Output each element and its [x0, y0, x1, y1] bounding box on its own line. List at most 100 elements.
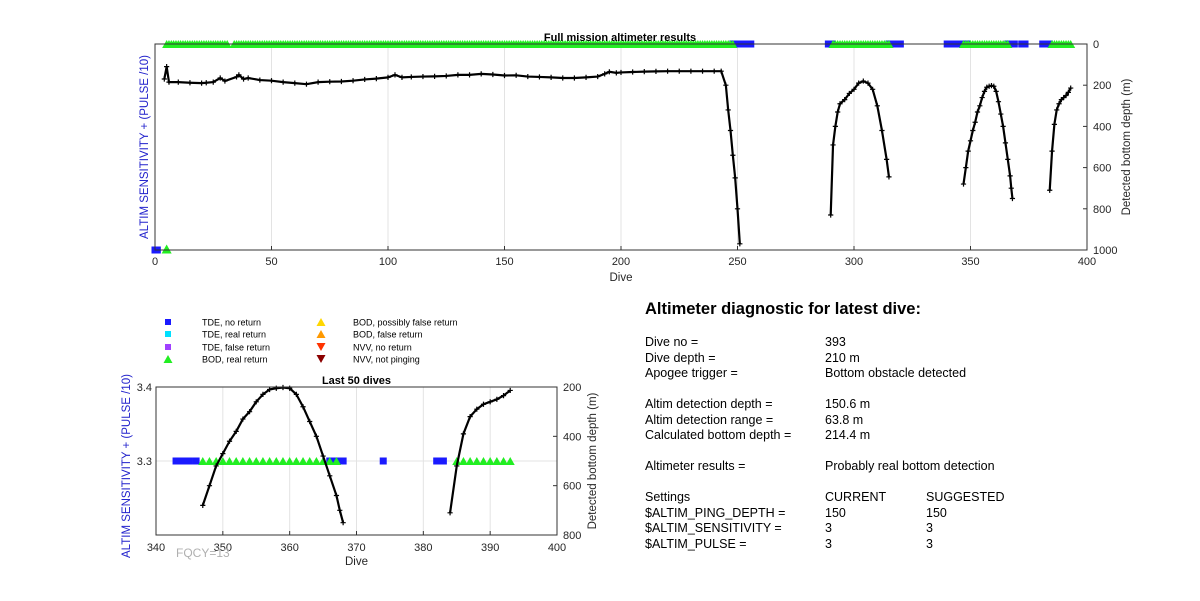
- legend-marker-square: [165, 344, 171, 350]
- y-right-axis-label: Detected bottom depth (m): [587, 392, 599, 529]
- bod-real-return-marker: [305, 456, 315, 466]
- depth-point: [233, 428, 239, 434]
- sensitivity-label: $ALTIM_SENSITIVITY =: [645, 521, 782, 535]
- depth-point: [392, 72, 398, 78]
- depth-point: [723, 82, 729, 88]
- x-tick-label: 370: [347, 542, 365, 554]
- depth-point: [1002, 140, 1009, 146]
- depth-point: [213, 463, 219, 469]
- x-axis-label: Dive: [345, 556, 368, 568]
- ping-depth-row: $ALTIM_PING_DEPTH = 150 150: [645, 506, 1165, 522]
- depth-point: [362, 76, 368, 83]
- apogee-trigger-row: Apogee trigger = Bottom obstacle detecte…: [645, 366, 1165, 382]
- depth-point: [273, 385, 279, 391]
- pulse-suggested: 3: [926, 536, 933, 551]
- depth-point: [963, 165, 969, 171]
- depth-point: [217, 75, 223, 81]
- depth-point: [220, 451, 226, 457]
- altimeter-results-label: Altimeter results =: [645, 459, 746, 473]
- tde-no-return-marker: [339, 457, 347, 465]
- calculated-depth-label: Calculated bottom depth =: [645, 428, 792, 442]
- y-right-tick-label: 200: [563, 382, 581, 394]
- bod-real-return-marker: [271, 456, 281, 466]
- depth-point: [665, 68, 671, 74]
- legend: TDE, no return TDE, real return TDE, false…: [163, 318, 458, 365]
- depth-point: [408, 74, 414, 80]
- bod-real-return-marker: [161, 244, 172, 254]
- depth-point: [460, 431, 467, 437]
- bod-real-return-marker: [465, 456, 475, 466]
- depth-point: [548, 74, 554, 80]
- detection-depth-row: Altim detection depth = 150.6 m: [645, 397, 1165, 413]
- depth-point: [501, 72, 508, 79]
- pulse-current: 3: [825, 536, 832, 551]
- legend-label: BOD, false return: [353, 330, 423, 340]
- depth-point: [292, 80, 298, 86]
- depth-point: [1005, 156, 1011, 162]
- y-right-tick-label: 0: [1093, 39, 1099, 51]
- depth-point: [960, 181, 967, 187]
- depth-point: [991, 83, 997, 89]
- pulse-row: $ALTIM_PULSE = 3 3: [645, 537, 1165, 553]
- full-mission-chart: 0 50 100 150 200 250 300 350 400 0 200 400 600 800 100…: [139, 32, 1133, 284]
- depth-point: [972, 119, 978, 125]
- depth-point: [699, 68, 706, 74]
- bod-real-return-marker: [238, 456, 248, 466]
- depth-point: [268, 78, 275, 84]
- depth-point: [443, 73, 449, 79]
- depth-point: [303, 81, 310, 87]
- depth-point: [676, 68, 682, 74]
- depth-point: [200, 502, 206, 508]
- tde-no-return-marker: [172, 457, 180, 465]
- depth-point: [618, 69, 624, 76]
- depth-point: [828, 212, 834, 218]
- depth-point: [478, 71, 484, 77]
- calculated-depth-row: Calculated bottom depth = 214.4 m: [645, 428, 1165, 444]
- depth-point: [385, 74, 391, 80]
- bod-real-return-marker: [505, 456, 515, 466]
- bod-real-return-marker: [485, 456, 495, 466]
- depth-point: [571, 75, 577, 81]
- x-tick-label: 380: [414, 542, 432, 554]
- y-right-tick-label: 200: [1093, 80, 1111, 92]
- legend-marker-triangle: [316, 342, 326, 352]
- bod-real-return-marker: [298, 456, 308, 466]
- depth-point: [846, 90, 852, 97]
- depth-point: [1065, 89, 1071, 96]
- depth-point: [1047, 187, 1053, 193]
- depth-point: [454, 463, 460, 469]
- depth-point: [1054, 107, 1060, 113]
- chart-title: Last 50 dives: [322, 375, 391, 387]
- depth-point: [236, 72, 242, 78]
- depth-point: [536, 74, 543, 80]
- y-right-tick-label: 400: [1093, 121, 1111, 133]
- depth-point: [399, 74, 405, 80]
- x-tick-label: 350: [961, 256, 979, 268]
- depth-point: [240, 76, 247, 82]
- bod-real-return-marker: [225, 456, 235, 466]
- depth-point: [1068, 85, 1074, 91]
- depth-point: [350, 78, 356, 84]
- depth-line: [448, 389, 511, 513]
- depth-point: [525, 73, 531, 80]
- y-right-tick-label: 600: [563, 481, 581, 493]
- legend-label: NVV, not pinging: [353, 355, 420, 365]
- depth-point: [1063, 92, 1069, 99]
- tde-no-return-marker: [433, 457, 441, 465]
- depth-point: [480, 401, 487, 407]
- detection-range-label: Altim detection range =: [645, 412, 774, 427]
- depth-point: [245, 75, 251, 81]
- bod-real-return-marker: [311, 456, 321, 466]
- depth-point: [467, 414, 473, 420]
- depth-point: [293, 391, 299, 397]
- tde-no-return-marker: [379, 457, 387, 465]
- depth-point: [320, 453, 326, 459]
- legend-label: BOD, possibly false return: [353, 318, 458, 328]
- legend-label: TDE, no return: [202, 318, 261, 328]
- depth-point: [613, 70, 619, 76]
- depth-point: [970, 127, 976, 134]
- sensitivity-current: 3: [825, 521, 832, 535]
- bod-real-return-marker: [251, 456, 261, 466]
- x-tick-label: 390: [481, 542, 499, 554]
